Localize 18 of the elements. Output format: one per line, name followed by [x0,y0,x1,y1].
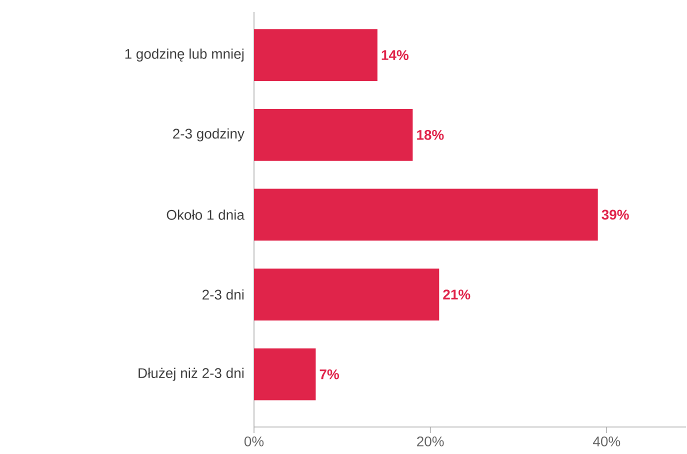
data-label: 21% [443,290,470,300]
y-tick-label: Dłużej niż 2-3 dni [138,368,244,381]
data-label: 39% [602,210,629,220]
bar [254,108,413,161]
data-label: 7% [320,369,340,380]
data-label: 18% [417,130,444,140]
bar [254,268,440,320]
bar [254,29,378,82]
x-tick-label: 20% [417,436,444,446]
data-label: 14% [382,50,408,60]
x-tick-label: 40% [593,436,620,446]
y-tick-label: Około 1 dnia [166,210,244,220]
y-tick-label: 1 godzinę lub mniej [125,48,244,62]
y-tick-label: 2-3 godziny [173,128,244,142]
x-tick-label: 0% [244,436,264,446]
bar [254,348,316,400]
bar [254,188,598,241]
y-tick-label: 2-3 dni [202,289,244,300]
